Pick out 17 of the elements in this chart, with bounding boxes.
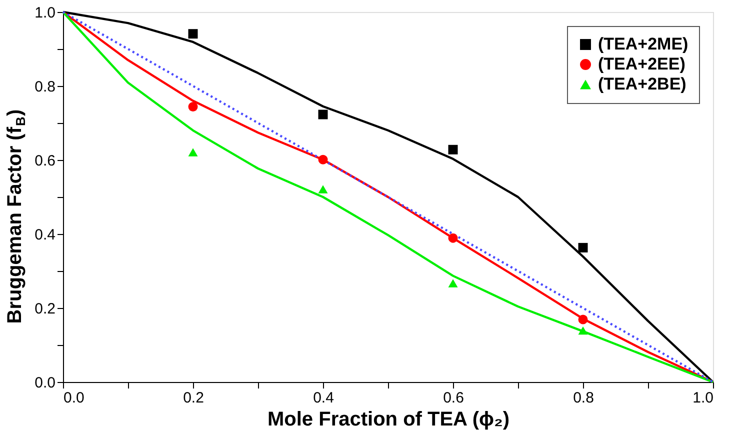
y-tick-label: 0.8 [34, 78, 56, 96]
y-tick-label: 0.4 [34, 226, 56, 244]
legend-label: (TEA+2BE) [598, 74, 686, 94]
x-tick-label: 0.4 [313, 390, 334, 406]
x-tick-label: 0.6 [443, 390, 464, 406]
x-axis-title: Mole Fraction of TEA (ϕ₂) [267, 408, 510, 430]
y-tick-label: 0.2 [34, 300, 56, 318]
y-tick-label: 1.0 [34, 4, 56, 22]
x-tick-label: 0.8 [573, 390, 594, 406]
legend-label: (TEA+2EE) [598, 54, 686, 74]
y-tick-label: 0.6 [34, 152, 56, 170]
x-tick-label: 0.0 [64, 390, 84, 406]
x-tick-label: 1.0 [692, 390, 714, 406]
y-axis-title: Bruggeman Factor (fB) [4, 109, 28, 324]
x-tick-label: 0.2 [183, 390, 204, 406]
legend-label: (TEA+2ME) [598, 34, 688, 54]
y-tick-label: 0.0 [34, 374, 56, 392]
